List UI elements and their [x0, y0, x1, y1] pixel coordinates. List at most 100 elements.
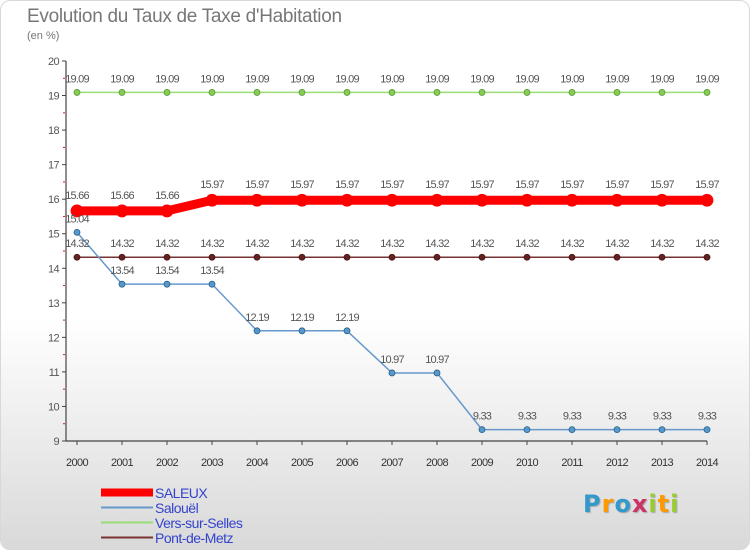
data-point-pont-de-metz [73, 253, 81, 261]
data-label-vers-sur-selles: 19.09 [335, 73, 359, 85]
data-label-saleux: 15.97 [605, 179, 629, 191]
data-point-saleux [385, 193, 399, 207]
logo-letter: i [670, 490, 680, 518]
legend-item-pont-de-metz: Pont-de-Metz [101, 529, 242, 546]
y-tick-label: 10 [48, 401, 60, 413]
x-tick-label: 2011 [561, 457, 583, 469]
data-label-vers-sur-selles: 19.09 [560, 73, 584, 85]
data-point-vers-sur-selles [208, 89, 216, 96]
data-point-salou-l [208, 280, 216, 288]
y-tick-label: 16 [48, 194, 60, 206]
legend-item-vers-sur-selles: Vers-sur-Selles [101, 514, 243, 531]
data-point-saleux [655, 193, 669, 207]
data-label-pont-de-metz: 14.32 [245, 238, 269, 250]
data-point-pont-de-metz [523, 253, 531, 261]
data-point-salou-l [253, 327, 261, 335]
data-label-pont-de-metz: 14.32 [335, 238, 359, 250]
data-label-saleux: 15.97 [335, 179, 359, 191]
data-point-saleux [565, 193, 579, 207]
data-label-pont-de-metz: 14.32 [65, 238, 89, 250]
data-point-pont-de-metz [253, 253, 261, 261]
data-label-salou-l: 9.33 [473, 411, 492, 423]
data-point-vers-sur-selles [118, 89, 126, 96]
y-tick-label: 15 [48, 229, 60, 241]
data-point-vers-sur-selles [523, 89, 531, 96]
data-label-vers-sur-selles: 19.09 [380, 73, 404, 85]
x-tick-label: 2012 [606, 457, 629, 469]
series-line-salou-l [76, 231, 708, 431]
data-point-saleux [250, 193, 264, 207]
legend-item-salouel: Salouël [101, 500, 242, 516]
data-label-salou-l: 9.33 [518, 411, 537, 423]
x-tick-label: 2001 [111, 457, 134, 469]
data-point-pont-de-metz [118, 253, 126, 261]
y-tick-label: 19 [48, 91, 60, 103]
data-point-vers-sur-selles [343, 89, 351, 96]
data-label-saleux: 15.97 [650, 179, 674, 191]
data-label-saleux: 15.97 [200, 179, 224, 191]
data-label-vers-sur-selles: 19.09 [425, 73, 449, 85]
data-label-saleux: 15.97 [470, 179, 494, 191]
y-tick-label: 17 [48, 160, 60, 172]
data-label-pont-de-metz: 14.32 [695, 238, 719, 250]
x-tick-label: 2003 [201, 457, 224, 469]
logo-letter: t [657, 490, 671, 518]
data-point-salou-l [73, 228, 81, 236]
data-label-pont-de-metz: 14.32 [200, 238, 224, 250]
y-tick-label: 18 [48, 125, 60, 137]
data-point-salou-l [478, 426, 486, 434]
data-point-saleux [430, 193, 444, 207]
data-label-vers-sur-selles: 19.09 [605, 73, 629, 85]
data-label-vers-sur-selles: 19.09 [245, 73, 269, 85]
x-tick-label: 2004 [246, 457, 269, 469]
x-tick-label: 2007 [381, 457, 404, 469]
y-tick-label: 13 [48, 298, 60, 310]
data-point-salou-l [343, 327, 351, 335]
data-point-salou-l [568, 426, 576, 434]
data-point-salou-l [388, 369, 396, 377]
data-label-salou-l: 9.33 [698, 411, 717, 423]
legend-label-vers-sur-selles: Vers-sur-Selles [155, 514, 243, 531]
logo-letter: x [631, 490, 649, 518]
data-label-saleux: 15.97 [245, 179, 269, 191]
logo-letter: i [648, 490, 658, 518]
proxiti-logo: Proxiti [583, 490, 679, 518]
data-point-pont-de-metz [208, 253, 216, 261]
legend-swatch-saleux [101, 488, 153, 497]
data-point-saleux [475, 193, 489, 207]
data-point-vers-sur-selles [658, 89, 666, 96]
data-label-pont-de-metz: 14.32 [515, 238, 539, 250]
data-point-saleux [115, 204, 129, 218]
legend-swatch-vers-sur-selles [101, 521, 153, 524]
data-label-salou-l: 9.33 [653, 411, 672, 423]
data-point-vers-sur-selles [388, 89, 396, 96]
data-point-saleux [520, 193, 534, 207]
data-label-vers-sur-selles: 19.09 [695, 73, 719, 85]
y-tick-label: 12 [48, 332, 60, 344]
data-point-salou-l [523, 426, 531, 434]
data-point-salou-l [658, 426, 666, 434]
data-label-salou-l: 12.19 [335, 312, 359, 324]
unit-label: (en %) [27, 30, 60, 42]
data-label-salou-l: 13.54 [110, 265, 134, 277]
data-point-vers-sur-selles [73, 89, 81, 96]
legend-label-pont-de-metz: Pont-de-Metz [155, 529, 234, 546]
data-point-saleux [340, 193, 354, 207]
data-point-saleux [160, 204, 174, 218]
y-tick-label: 11 [49, 367, 60, 379]
x-tick-label: 2000 [66, 457, 89, 469]
data-label-vers-sur-selles: 19.09 [65, 73, 89, 85]
data-label-salou-l: 9.33 [563, 411, 582, 423]
data-point-pont-de-metz [343, 253, 351, 261]
x-tick-label: 2009 [471, 457, 494, 469]
data-label-pont-de-metz: 14.32 [110, 238, 134, 250]
data-point-pont-de-metz [298, 253, 306, 261]
data-point-pont-de-metz [613, 253, 621, 261]
x-tick-label: 2005 [291, 457, 314, 469]
data-point-salou-l [118, 280, 126, 288]
x-tick-label: 2013 [651, 457, 674, 469]
data-point-pont-de-metz [568, 253, 576, 261]
data-label-vers-sur-selles: 19.09 [470, 73, 494, 85]
